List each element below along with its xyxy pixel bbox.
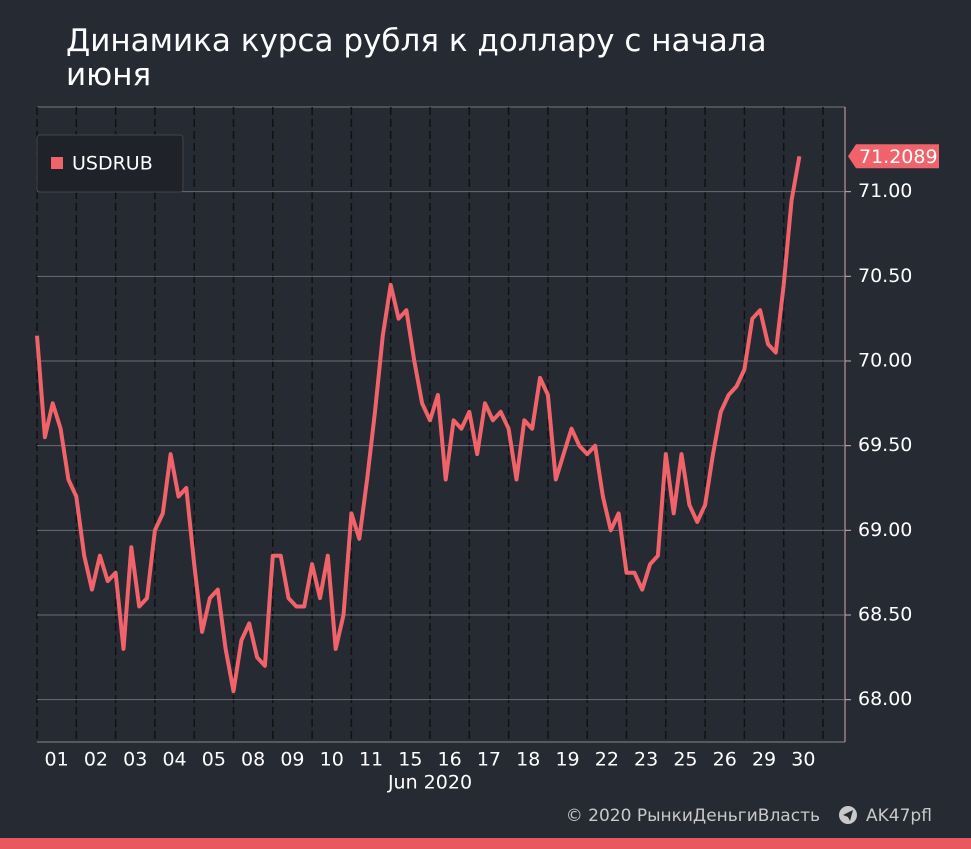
x-tick-label: 01 [45,749,69,771]
x-tick-label: 15 [398,749,422,771]
channel: AK47pfl [866,806,932,826]
x-tick-label: 04 [162,749,186,771]
y-tick-label: 69.50 [858,434,912,456]
x-tick-label: 18 [516,749,540,771]
footer-bar [0,838,971,849]
y-tick-label: 71.00 [858,180,912,202]
copyright: © 2020 РынкиДеньгиВласть [566,806,820,826]
line [35,155,802,694]
x-tick-label: 30 [791,749,815,771]
telegram-plane [843,810,853,821]
x-tick-label: 05 [202,749,226,771]
x-tick-label: 19 [555,749,579,771]
x-tick-label: 10 [320,749,344,771]
legend-label: USDRUB [72,153,153,175]
x-tick-label: 26 [713,749,737,771]
x-tick-label: 16 [438,749,462,771]
x-tick-label: 02 [84,749,108,771]
last-value-label: 71.2089 [859,146,938,168]
chart-title: Динамика курса рубля к доллару с начала … [66,23,767,93]
x-axis-label: Jun 2020 [387,772,472,794]
x-tick-label: 22 [595,749,619,771]
y-tick-label: 70.00 [858,350,912,372]
x-tick-label: 09 [280,749,304,771]
legend-box [36,134,184,193]
y-tick-label: 69.00 [858,519,912,541]
x-tick-label: 03 [123,749,147,771]
x-tick-label: 11 [359,749,383,771]
x-tick-label: 17 [477,749,501,771]
y-tick-label: 70.50 [858,265,912,287]
x-tick-label: 25 [673,749,697,771]
last-value-tag [848,144,939,169]
y-tick-label: 68.00 [858,688,912,710]
x-tick-label: 23 [634,749,658,771]
y-tick-label: 68.50 [858,604,912,626]
legend-swatch [51,157,63,169]
x-tick-label: 08 [241,749,265,771]
x-tick-label: 29 [752,749,776,771]
